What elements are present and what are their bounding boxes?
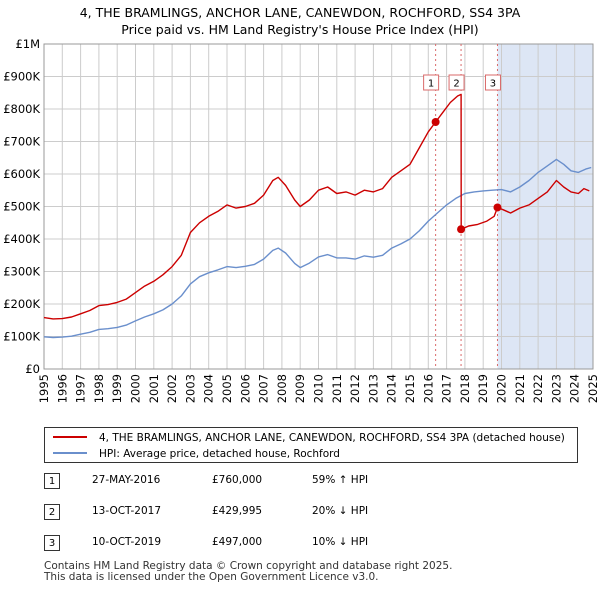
y-tick-label: £500K (3, 200, 40, 214)
x-tick-label: 2001 (147, 374, 161, 403)
y-tick-label: £300K (3, 265, 40, 279)
x-tick-label: 2019 (476, 374, 490, 403)
marker-label-box (484, 74, 501, 91)
transaction-hpi-delta: 59% ↑ HPI (312, 474, 369, 486)
y-tick-label: £0 (25, 362, 40, 376)
y-tick-label: £100K (3, 330, 40, 344)
transactions-table: 1 27-MAY-2016 £760,000 59% ↑ HPI 2 13-OC… (44, 473, 584, 566)
transaction-date: 27-MAY-2016 (92, 474, 161, 486)
x-tick-label: 2007 (257, 374, 271, 403)
table-row: 3 10-OCT-2019 £497,000 10% ↓ HPI (44, 535, 584, 566)
y-tick-label: £600K (3, 167, 40, 181)
x-tick-label: 2002 (165, 374, 179, 403)
y-tick-label: £200K (3, 297, 40, 311)
x-tick-label: 2006 (238, 374, 252, 403)
legend-label-property: 4, THE BRAMLINGS, ANCHOR LANE, CANEWDON,… (99, 432, 565, 444)
y-tick-label: £900K (3, 70, 40, 84)
marker-label-box (423, 74, 440, 91)
sale-point (493, 203, 502, 212)
x-tick-label: 2014 (385, 374, 399, 403)
y-tick-label: £800K (3, 102, 40, 116)
transaction-price: £497,000 (212, 536, 263, 548)
x-tick-label: 1999 (110, 374, 124, 403)
x-tick-label: 2003 (183, 374, 197, 403)
legend-swatch-blue (53, 452, 87, 454)
x-tick-label: 2005 (220, 374, 234, 403)
x-tick-label: 1996 (55, 374, 69, 403)
x-tick-label: 2009 (293, 374, 307, 403)
x-tick-label: 1995 (37, 374, 51, 403)
transaction-number: 3 (44, 535, 60, 551)
plot-border (43, 43, 594, 370)
x-tick-label: 2015 (403, 374, 417, 403)
x-tick-label: 2008 (275, 374, 289, 403)
marker-label: 2 (453, 79, 459, 90)
x-tick-label: 2004 (202, 374, 216, 403)
sale-point (431, 118, 440, 126)
y-tick-label: £1M (15, 37, 40, 51)
x-tick-label: 2012 (348, 374, 362, 403)
sale-point (457, 225, 466, 234)
x-tick-label: 2021 (513, 374, 527, 403)
x-tick-label: 2011 (330, 374, 344, 403)
chart-legend: 4, THE BRAMLINGS, ANCHOR LANE, CANEWDON,… (44, 427, 578, 463)
legend-swatch-red (53, 436, 87, 438)
table-row: 1 27-MAY-2016 £760,000 59% ↑ HPI (44, 473, 584, 504)
marker-label: 1 (428, 79, 434, 90)
legend-item-property: 4, THE BRAMLINGS, ANCHOR LANE, CANEWDON,… (53, 430, 565, 446)
price-paid-line (43, 93, 590, 320)
chart-title-line1: 4, THE BRAMLINGS, ANCHOR LANE, CANEWDON,… (79, 5, 521, 20)
transaction-price: £429,995 (212, 505, 263, 517)
x-tick-label: 1997 (74, 374, 88, 403)
footer-copyright: Contains HM Land Registry data © Crown c… (44, 560, 453, 572)
transaction-date: 13-OCT-2017 (92, 505, 161, 517)
y-tick-label: £700K (3, 135, 40, 149)
transaction-date: 10-OCT-2019 (92, 536, 161, 548)
chart-title-line2: Price paid vs. HM Land Registry's House … (121, 22, 479, 37)
transaction-price: £760,000 (212, 474, 263, 486)
table-row: 2 13-OCT-2017 £429,995 20% ↓ HPI (44, 504, 584, 535)
transaction-hpi-delta: 20% ↓ HPI (312, 505, 369, 517)
x-tick-label: 2023 (549, 374, 563, 403)
x-tick-label: 2010 (312, 374, 326, 403)
footer-attribution: Contains HM Land Registry data © Crown c… (44, 561, 452, 583)
legend-item-hpi: HPI: Average price, detached house, Roch… (53, 446, 340, 462)
x-tick-label: 2024 (568, 374, 582, 403)
x-tick-label: 2020 (495, 374, 509, 403)
transaction-hpi-delta: 10% ↓ HPI (312, 536, 369, 548)
price-chart: £0 £100K £200K £300K £400K £500K £600K £700K £80… (3, 37, 600, 403)
x-tick-label: 2018 (458, 374, 472, 403)
x-tick-label: 2013 (366, 374, 380, 403)
y-tick-label: £400K (3, 232, 40, 246)
x-tick-label: 2016 (421, 374, 435, 403)
x-tick-label: 2025 (586, 374, 600, 403)
hpi-line (43, 158, 592, 339)
legend-label-hpi: HPI: Average price, detached house, Roch… (99, 448, 340, 460)
x-tick-label: 2000 (129, 374, 143, 403)
transaction-number: 2 (44, 504, 60, 520)
x-tick-label: 1998 (92, 374, 106, 403)
footer-licence: This data is licensed under the Open Gov… (44, 571, 379, 583)
x-tick-label: 2017 (440, 374, 454, 403)
transaction-number: 1 (44, 473, 60, 489)
marker-label-box (448, 74, 465, 91)
x-tick-label: 2022 (531, 374, 545, 403)
marker-label: 3 (490, 79, 496, 90)
